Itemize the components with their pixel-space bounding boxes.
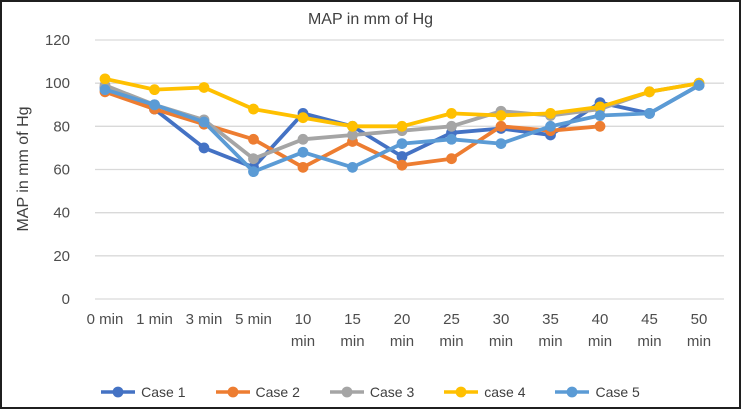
data-point-marker — [99, 84, 111, 96]
chart-legend: Case 1 Case 2 Case 3 case 4 Case 5 — [2, 384, 739, 400]
data-point-marker — [644, 107, 655, 119]
legend-marker-icon — [555, 386, 590, 398]
data-point-marker — [446, 120, 457, 132]
series-case-2 — [99, 86, 606, 173]
x-axis-tick-labels: 0 min 1 min 3 min 5 min 10 min 15 min 20 min 25 min… — [87, 311, 711, 350]
data-point-marker — [149, 99, 160, 111]
y-tick-label: 60 — [53, 162, 70, 179]
data-point-marker — [644, 86, 655, 98]
x-tick-label: 5 min — [235, 311, 272, 328]
data-point-marker — [99, 73, 111, 85]
data-point-marker — [545, 107, 556, 119]
line-chart-plot-area: 0 20 40 60 80 100 120 0 min 1 min 3 min 5 min 10 min… — [45, 32, 724, 350]
data-point-marker — [594, 120, 606, 132]
x-tick-label: 30 min — [489, 311, 513, 350]
data-point-marker — [198, 82, 210, 93]
data-point-marker — [297, 161, 309, 173]
data-point-marker — [495, 138, 507, 150]
data-point-marker — [248, 153, 259, 165]
x-tick-label: 20 min — [390, 311, 414, 350]
data-point-marker — [248, 166, 259, 178]
data-point-marker — [347, 161, 358, 173]
data-point-marker — [594, 101, 606, 113]
data-point-marker — [248, 103, 259, 115]
legend-item-case-2: Case 2 — [215, 384, 300, 400]
data-point-marker — [545, 120, 556, 132]
legend-item-case-3: Case 3 — [329, 384, 415, 400]
data-point-marker — [248, 133, 259, 145]
y-tick-label: 80 — [53, 118, 70, 135]
data-point-marker — [446, 153, 457, 165]
data-point-marker — [297, 112, 309, 124]
legend-item-case-1: Case 1 — [101, 384, 186, 400]
data-point-marker — [198, 142, 210, 154]
x-tick-label: 15 min — [340, 311, 364, 350]
x-tick-label: 10 min — [291, 311, 315, 350]
data-point-marker — [495, 110, 507, 121]
data-point-marker — [446, 107, 457, 119]
data-point-marker — [396, 151, 408, 162]
x-tick-label: 45 min — [637, 311, 661, 350]
x-tick-label: 40 min — [588, 311, 612, 350]
data-point-marker — [297, 146, 309, 158]
legend-label: Case 5 — [595, 384, 640, 400]
data-point-marker — [347, 129, 358, 141]
series-case-4 — [99, 73, 705, 132]
legend-label: Case 2 — [255, 384, 300, 400]
legend-label: Case 3 — [369, 384, 415, 400]
x-tick-label: 3 min — [186, 311, 223, 328]
data-point-marker — [594, 110, 606, 121]
data-point-marker — [495, 120, 507, 132]
legend-marker-icon — [101, 386, 136, 398]
data-point-marker — [297, 133, 309, 145]
x-tick-label: 0 min — [87, 311, 124, 328]
y-tick-label: 120 — [45, 32, 70, 49]
gridlines — [95, 39, 724, 300]
y-tick-label: 0 — [62, 291, 70, 308]
y-tick-label: 40 — [53, 205, 70, 222]
data-point-marker — [347, 120, 358, 132]
chart-title: MAP in mm of Hg — [307, 11, 434, 28]
x-tick-label: 50 min — [687, 311, 711, 350]
data-point-marker — [149, 84, 160, 96]
legend-item-case-5: Case 5 — [555, 384, 640, 400]
data-point-marker — [396, 138, 408, 150]
legend-marker-icon — [444, 386, 479, 398]
y-tick-label: 20 — [53, 248, 70, 265]
data-point-marker — [396, 159, 408, 171]
legend-marker-icon — [215, 386, 250, 398]
x-tick-label: 35 min — [538, 311, 562, 350]
y-axis-tick-labels: 0 20 40 60 80 100 120 — [45, 32, 70, 308]
legend-marker-icon — [329, 386, 364, 398]
data-point-marker — [396, 120, 408, 132]
legend-label: case 4 — [484, 384, 526, 400]
legend-item-case-4: case 4 — [444, 384, 525, 400]
data-point-marker — [446, 133, 457, 145]
data-point-marker — [198, 116, 210, 128]
x-tick-label: 1 min — [136, 311, 173, 328]
y-tick-label: 100 — [45, 75, 70, 92]
series-case-5 — [99, 79, 705, 178]
x-tick-label: 25 min — [439, 311, 463, 350]
legend-label: Case 1 — [141, 384, 186, 400]
data-point-marker — [693, 79, 705, 91]
